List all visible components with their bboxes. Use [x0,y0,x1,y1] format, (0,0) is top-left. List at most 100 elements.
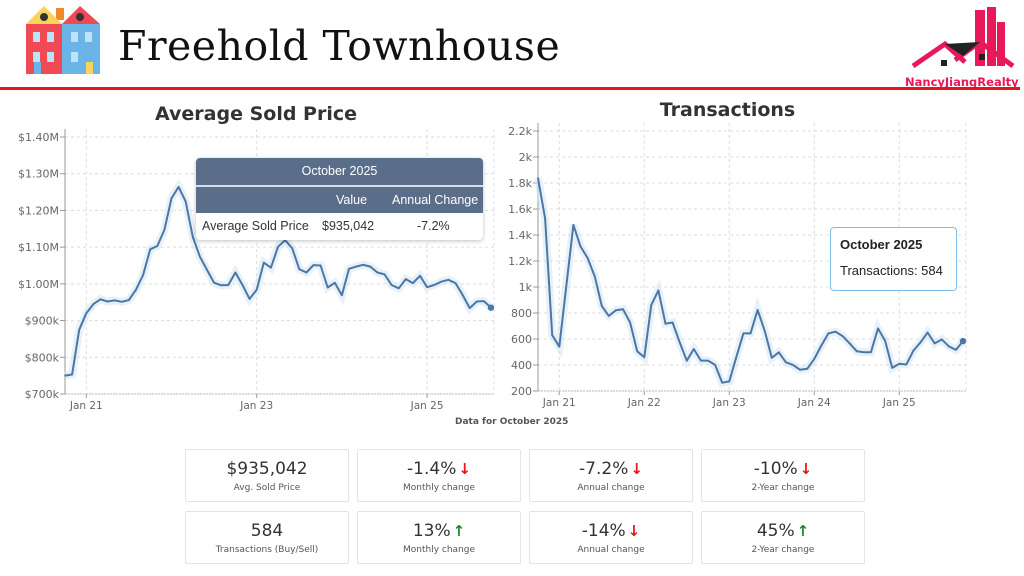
data-point[interactable] [461,294,464,296]
data-point[interactable] [156,245,159,247]
data-point[interactable] [142,274,144,276]
data-point[interactable] [940,338,943,341]
data-point[interactable] [227,284,230,286]
data-point[interactable] [348,268,350,270]
data-point[interactable] [220,284,222,287]
data-point[interactable] [412,282,414,284]
data-point[interactable] [749,332,752,335]
data-point[interactable] [905,363,908,366]
data-point[interactable] [113,299,116,302]
data-point[interactable] [355,265,357,268]
data-point[interactable] [742,332,745,335]
data-point[interactable] [483,300,485,302]
data-point[interactable] [78,328,80,331]
data-point[interactable] [806,367,808,370]
data-point[interactable] [792,364,794,366]
data-point[interactable] [919,341,922,344]
data-point[interactable] [537,177,539,179]
data-point[interactable] [128,299,130,301]
data-point[interactable] [827,332,830,335]
data-point[interactable] [291,247,294,250]
data-point[interactable] [664,322,667,325]
data-point[interactable] [277,245,279,248]
data-point[interactable] [728,380,731,383]
data-point[interactable] [170,197,173,200]
data-point[interactable] [608,315,610,317]
data-point[interactable] [263,261,265,264]
data-point[interactable] [671,321,674,324]
data-point[interactable] [650,304,653,306]
data-point[interactable] [870,351,872,354]
data-point[interactable] [891,367,893,369]
data-point[interactable] [877,327,879,330]
data-point[interactable] [362,263,365,266]
data-point[interactable] [341,294,343,297]
data-point[interactable] [955,349,957,351]
data-point[interactable] [405,278,407,280]
data-point[interactable] [657,289,660,292]
data-point[interactable] [551,334,553,336]
data-point[interactable] [813,358,816,360]
data-point[interactable] [863,351,865,354]
data-point[interactable] [468,307,471,309]
data-point[interactable] [213,281,215,284]
data-point[interactable] [85,312,88,315]
data-point[interactable] [206,269,208,271]
data-point[interactable] [721,381,723,384]
price-chart[interactable]: $700k $800k $900k $1.00M $1.10M $1.20M $1.30M $… [0,120,510,420]
data-point[interactable] [948,345,950,348]
data-point[interactable] [834,330,837,333]
data-point[interactable] [383,273,386,276]
data-point[interactable] [184,200,187,203]
data-point[interactable] [376,271,379,274]
data-point[interactable] [622,308,624,311]
data-point[interactable] [636,350,638,353]
data-point[interactable] [390,284,393,286]
data-point[interactable] [241,284,244,286]
data-point[interactable] [64,374,66,377]
transactions-chart[interactable]: 200 400 600 800 1k 1.2k 1.4k 1.6k 1.8k 2k 2.2k Jan … [500,120,980,420]
data-point[interactable] [447,279,450,281]
data-point[interactable] [558,345,561,348]
data-point[interactable] [693,348,695,350]
data-point[interactable] [312,264,315,266]
data-point[interactable] [572,224,575,226]
data-point[interactable] [440,280,443,283]
data-point[interactable] [92,303,95,305]
data-point[interactable] [476,300,478,303]
data-point[interactable] [933,342,936,345]
data-point[interactable] [234,271,237,274]
data-point[interactable] [756,309,759,311]
data-point[interactable] [319,264,322,267]
data-point[interactable] [820,344,823,347]
data-point[interactable] [565,285,568,287]
data-point[interactable] [615,309,617,312]
data-point[interactable] [397,287,400,290]
data-point[interactable] [700,359,702,362]
data-point[interactable] [707,359,709,362]
data-point[interactable] [177,186,180,188]
data-point[interactable] [298,268,301,270]
data-point[interactable] [763,330,766,332]
data-point[interactable] [454,282,457,284]
data-point[interactable] [419,274,421,277]
data-point[interactable] [841,335,844,337]
data-point[interactable] [799,369,801,371]
data-point[interactable] [433,284,436,286]
data-point[interactable] [71,373,73,376]
data-point[interactable] [99,298,102,301]
data-point[interactable] [121,301,123,303]
data-point[interactable] [106,300,109,303]
data-point[interactable] [270,266,272,269]
data-point[interactable] [426,286,428,288]
data-point[interactable] [912,349,915,352]
data-point[interactable] [848,342,851,345]
data-point[interactable] [770,357,773,359]
data-point[interactable] [714,364,716,366]
data-point[interactable] [884,339,886,342]
data-point[interactable] [163,229,166,231]
data-point[interactable] [855,350,858,353]
data-point[interactable] [685,359,688,362]
data-point[interactable] [369,265,372,268]
data-point[interactable] [192,236,194,238]
